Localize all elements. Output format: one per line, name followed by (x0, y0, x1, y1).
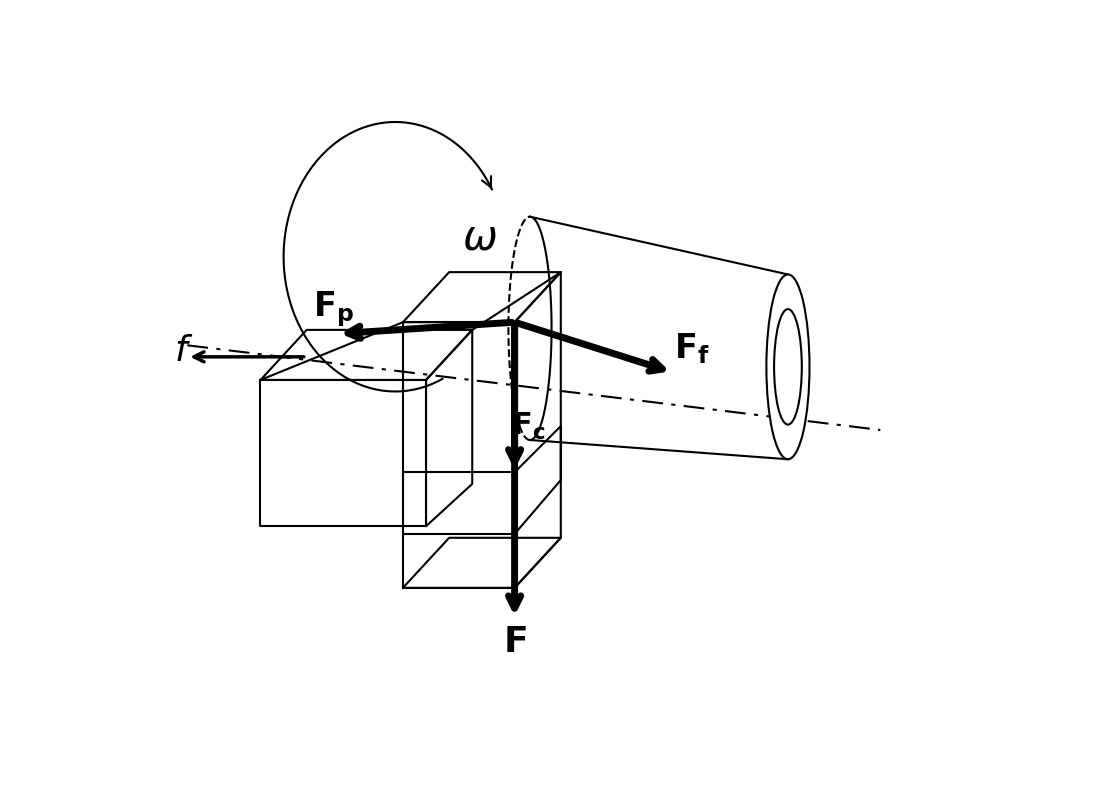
Text: $\mathbf{F_f}$: $\mathbf{F_f}$ (674, 332, 710, 367)
Text: $\mathbf{F}$: $\mathbf{F}$ (503, 625, 527, 659)
Text: $\mathbf{F_c}$: $\mathbf{F_c}$ (511, 410, 546, 442)
Ellipse shape (774, 309, 801, 425)
Ellipse shape (766, 275, 809, 459)
Text: $\mathbf{F_p}$: $\mathbf{F_p}$ (313, 289, 354, 329)
Text: f: f (175, 334, 187, 368)
Text: $\omega$: $\omega$ (463, 216, 497, 258)
